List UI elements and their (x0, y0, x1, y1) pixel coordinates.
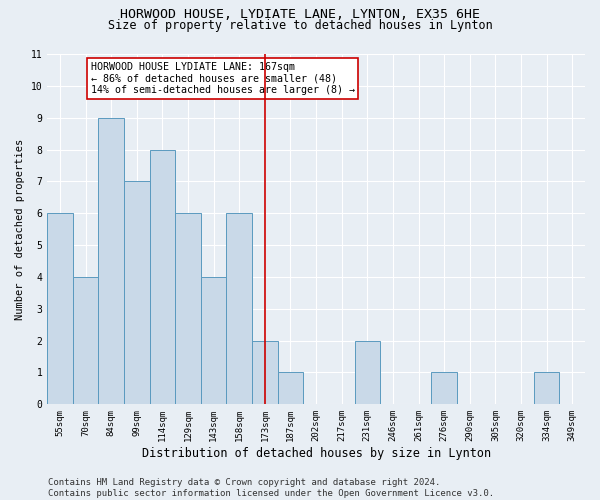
Y-axis label: Number of detached properties: Number of detached properties (15, 138, 25, 320)
Text: HORWOOD HOUSE, LYDIATE LANE, LYNTON, EX35 6HE: HORWOOD HOUSE, LYDIATE LANE, LYNTON, EX3… (120, 8, 480, 20)
Bar (47, 213, 73, 404)
Bar (175, 213, 201, 404)
Bar (355, 340, 380, 404)
Bar (431, 372, 457, 404)
Bar (124, 182, 149, 404)
Bar (201, 277, 226, 404)
Bar (73, 277, 98, 404)
Bar (278, 372, 303, 404)
Bar (98, 118, 124, 405)
Bar (534, 372, 559, 404)
Bar (226, 213, 252, 404)
Bar (252, 340, 278, 404)
Bar (149, 150, 175, 404)
Text: Contains HM Land Registry data © Crown copyright and database right 2024.
Contai: Contains HM Land Registry data © Crown c… (48, 478, 494, 498)
Text: HORWOOD HOUSE LYDIATE LANE: 167sqm
← 86% of detached houses are smaller (48)
14%: HORWOOD HOUSE LYDIATE LANE: 167sqm ← 86%… (91, 62, 355, 95)
Text: Size of property relative to detached houses in Lynton: Size of property relative to detached ho… (107, 19, 493, 32)
X-axis label: Distribution of detached houses by size in Lynton: Distribution of detached houses by size … (142, 447, 491, 460)
